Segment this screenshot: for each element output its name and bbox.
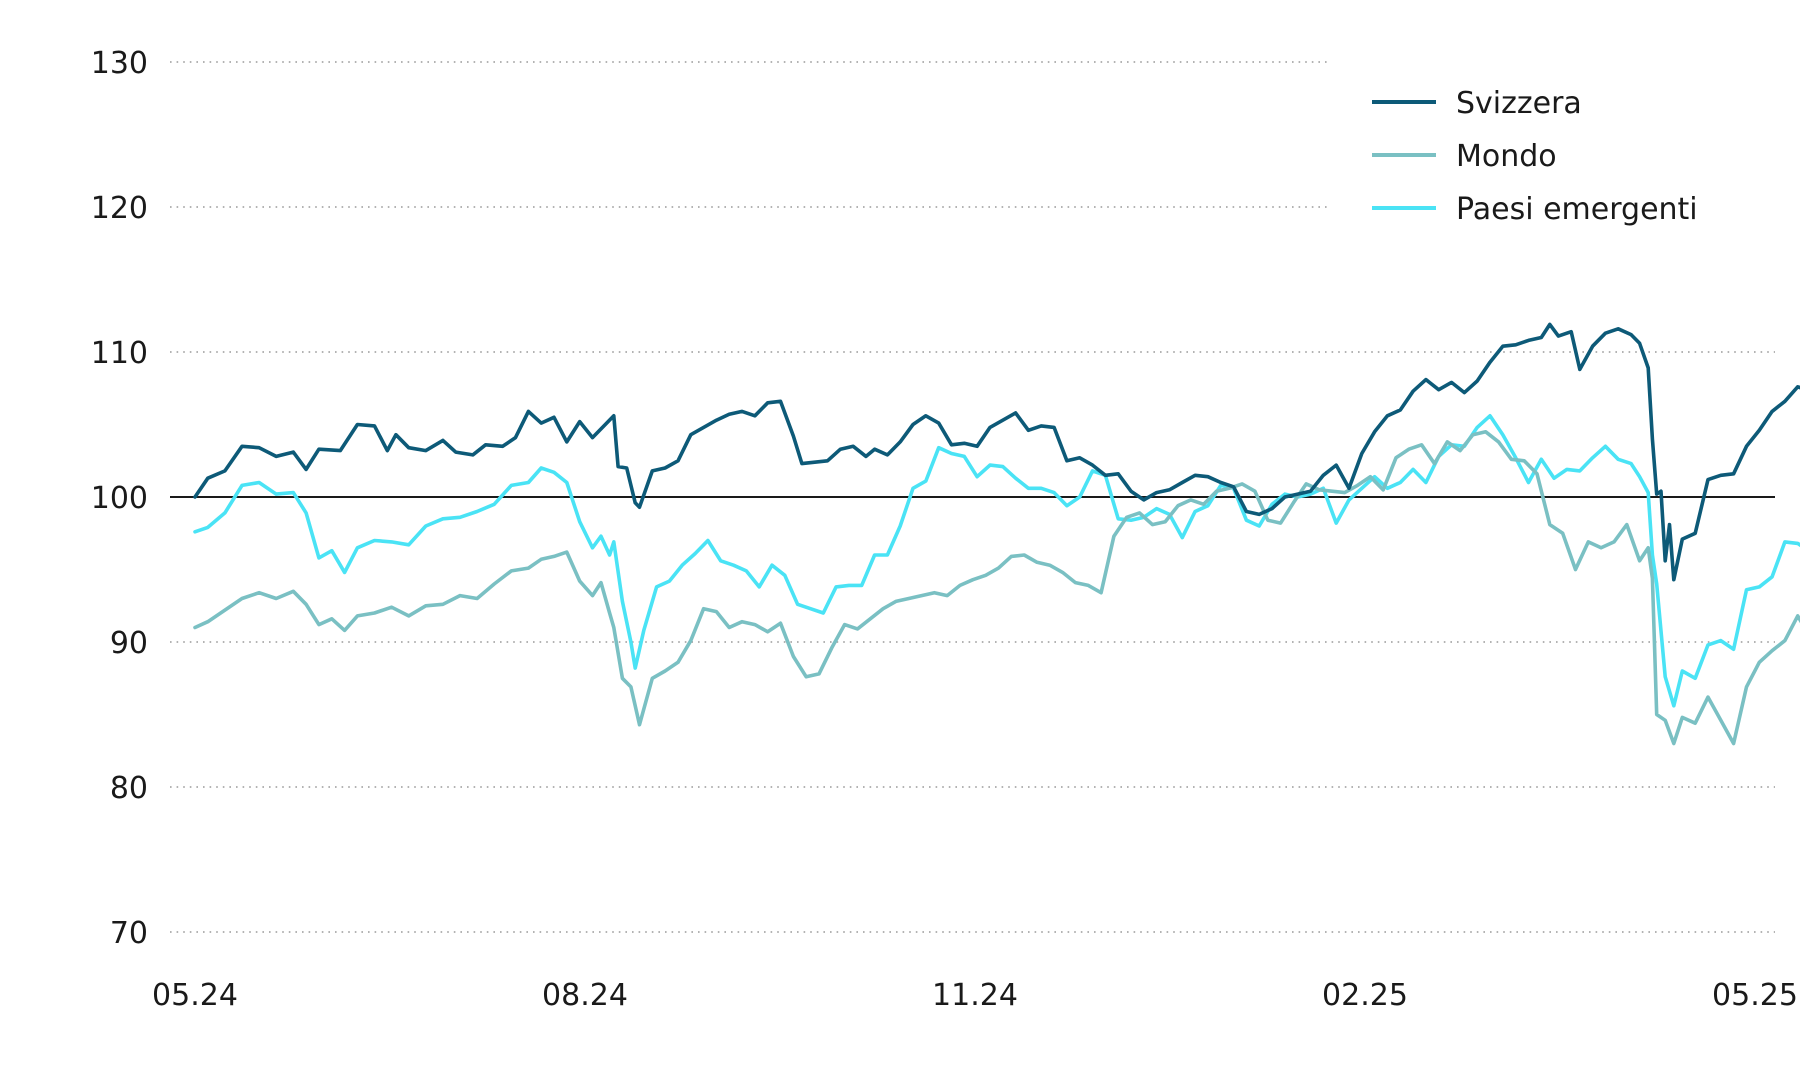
series-line-svizzera bbox=[193, 322, 1800, 582]
series-line-mondo bbox=[193, 430, 1800, 746]
y-tick-label: 110 bbox=[91, 336, 148, 371]
y-tick-label: 100 bbox=[91, 481, 148, 516]
y-tick-label: 90 bbox=[110, 626, 148, 661]
series-lines bbox=[193, 322, 1800, 746]
grid bbox=[170, 61, 1775, 933]
x-tick-label: 11.24 bbox=[932, 978, 1018, 1013]
y-tick-label: 70 bbox=[110, 916, 148, 951]
legend: Svizzera Mondo Paesi emergenti bbox=[1372, 86, 1698, 227]
series-line-paesi-emergenti bbox=[193, 414, 1800, 708]
legend-label: Svizzera bbox=[1456, 86, 1582, 121]
legend-label: Paesi emergenti bbox=[1456, 192, 1698, 227]
y-tick-label: 80 bbox=[110, 771, 148, 806]
x-tick-label: 08.24 bbox=[542, 978, 628, 1013]
x-tick-label: 05.25 bbox=[1712, 978, 1798, 1013]
x-tick-label: 02.25 bbox=[1322, 978, 1408, 1013]
x-axis: 05.24 08.24 11.24 02.25 05.25 bbox=[152, 978, 1798, 1013]
legend-label: Mondo bbox=[1456, 139, 1557, 174]
y-tick-label: 130 bbox=[91, 46, 148, 81]
y-axis: 130 120 110 100 90 80 70 bbox=[91, 46, 148, 951]
y-tick-label: 120 bbox=[91, 191, 148, 226]
x-tick-label: 05.24 bbox=[152, 978, 238, 1013]
